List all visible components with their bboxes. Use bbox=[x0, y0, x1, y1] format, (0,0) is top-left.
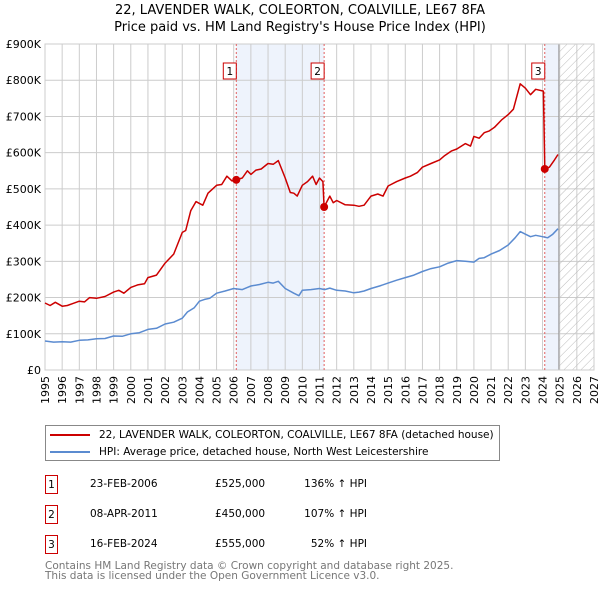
sale-point bbox=[540, 164, 549, 173]
x-tick-label: 1999 bbox=[108, 376, 121, 404]
x-tick-label: 2023 bbox=[519, 376, 532, 404]
x-tick-label: 2004 bbox=[193, 376, 206, 404]
transaction-price: £525,000 bbox=[215, 478, 266, 490]
transaction-number: 3 bbox=[45, 535, 58, 554]
transaction-date: 23-FEB-2006 bbox=[90, 478, 158, 490]
sale-label: 1 bbox=[226, 66, 233, 78]
x-tick-label: 2019 bbox=[451, 376, 464, 404]
legend-swatch-blue bbox=[50, 451, 90, 453]
x-tick-label: 2001 bbox=[142, 376, 155, 404]
x-tick-label: 2013 bbox=[348, 376, 361, 404]
y-tick-label: £700K bbox=[6, 110, 42, 123]
x-tick-label: 2022 bbox=[502, 376, 515, 404]
transaction-price: £450,000 bbox=[215, 508, 266, 520]
x-tick-label: 2014 bbox=[365, 376, 378, 404]
x-tick-label: 1998 bbox=[90, 376, 103, 404]
price-chart: 1995 1996 1997 1998 1999 2000 2001 2002 2003 2004… bbox=[6, 38, 600, 404]
x-tick-label: 1997 bbox=[73, 376, 86, 404]
x-tick-label: 2007 bbox=[245, 376, 258, 404]
footer-copyright: Contains HM Land Registry data © Crown c… bbox=[45, 560, 454, 572]
legend-label: HPI: Average price, detached house, Nort… bbox=[99, 446, 429, 458]
transaction-date: 16-FEB-2024 bbox=[90, 538, 158, 550]
sale-label: 3 bbox=[535, 66, 542, 78]
x-tick-label: 2026 bbox=[571, 376, 584, 404]
y-tick-label: £600K bbox=[6, 147, 42, 160]
hpi-line bbox=[44, 228, 559, 343]
property-price-line bbox=[44, 83, 559, 307]
chart-title: 22, LAVENDER WALK, COLEORTON, COALVILLE,… bbox=[114, 3, 485, 18]
y-tick-label: £500K bbox=[6, 183, 42, 196]
legend-item-hpi: HPI: Average price, detached house, Nort… bbox=[50, 444, 428, 460]
x-tick-label: 2012 bbox=[331, 376, 344, 404]
sale-label: 2 bbox=[314, 66, 321, 78]
transaction-hpi: 136% ↑ HPI bbox=[304, 478, 367, 490]
y-tick-label: £100K bbox=[6, 328, 42, 341]
sale-point bbox=[232, 175, 241, 184]
transaction-hpi: 52% ↑ HPI bbox=[310, 538, 367, 550]
y-tick-label: £400K bbox=[6, 219, 42, 232]
sale-label-box bbox=[310, 62, 325, 80]
x-tick-label: 2016 bbox=[399, 376, 412, 404]
legend-item-property: 22, LAVENDER WALK, COLEORTON, COALVILLE,… bbox=[50, 427, 494, 443]
transaction-number: 2 bbox=[45, 505, 58, 524]
sale-label-box bbox=[531, 62, 546, 80]
x-tick-label: 2011 bbox=[314, 376, 327, 404]
x-tick-label: 2024 bbox=[537, 376, 550, 404]
x-tick-label: 2018 bbox=[434, 376, 447, 404]
x-tick-label: 2020 bbox=[468, 376, 481, 404]
y-tick-label: £0 bbox=[27, 364, 41, 377]
x-tick-label: 2000 bbox=[125, 376, 138, 404]
y-tick-label: £300K bbox=[6, 255, 42, 268]
transaction-hpi: 107% ↑ HPI bbox=[304, 508, 367, 520]
x-tick-label: 2006 bbox=[228, 376, 241, 404]
y-tick-label: £800K bbox=[6, 74, 42, 87]
x-tick-label: 2003 bbox=[176, 376, 189, 404]
x-tick-label: 2008 bbox=[262, 376, 275, 404]
x-tick-label: 1995 bbox=[39, 376, 52, 404]
plot-border bbox=[44, 43, 595, 371]
transaction-date: 08-APR-2011 bbox=[90, 508, 158, 520]
ownership-shade bbox=[236, 44, 325, 370]
sale-label-box bbox=[222, 62, 237, 80]
footer-licence: This data is licensed under the Open Gov… bbox=[45, 570, 380, 582]
sale-point bbox=[320, 203, 329, 211]
ownership-shade bbox=[544, 44, 559, 370]
legend-label: 22, LAVENDER WALK, COLEORTON, COALVILLE,… bbox=[99, 429, 494, 441]
x-tick-label: 2002 bbox=[159, 376, 172, 404]
y-tick-label: £200K bbox=[6, 292, 42, 305]
chart-subtitle: Price paid vs. HM Land Registry's House … bbox=[114, 20, 486, 35]
legend-swatch-red bbox=[50, 434, 90, 436]
x-tick-label: 2025 bbox=[554, 376, 567, 404]
x-tick-label: 2005 bbox=[211, 376, 224, 404]
transaction-number: 1 bbox=[45, 475, 58, 494]
x-tick-label: 2021 bbox=[485, 376, 498, 404]
x-tick-label: 2010 bbox=[296, 376, 309, 404]
x-tick-label: 2017 bbox=[416, 376, 429, 404]
forecast-hatch bbox=[558, 44, 594, 370]
x-tick-label: 2027 bbox=[588, 376, 600, 404]
legend: 22, LAVENDER WALK, COLEORTON, COALVILLE,… bbox=[45, 425, 500, 461]
y-tick-label: £900K bbox=[6, 38, 42, 51]
x-tick-label: 1996 bbox=[56, 376, 69, 404]
transaction-price: £555,000 bbox=[215, 538, 266, 550]
x-tick-label: 2015 bbox=[382, 376, 395, 404]
x-tick-label: 2009 bbox=[279, 376, 292, 404]
